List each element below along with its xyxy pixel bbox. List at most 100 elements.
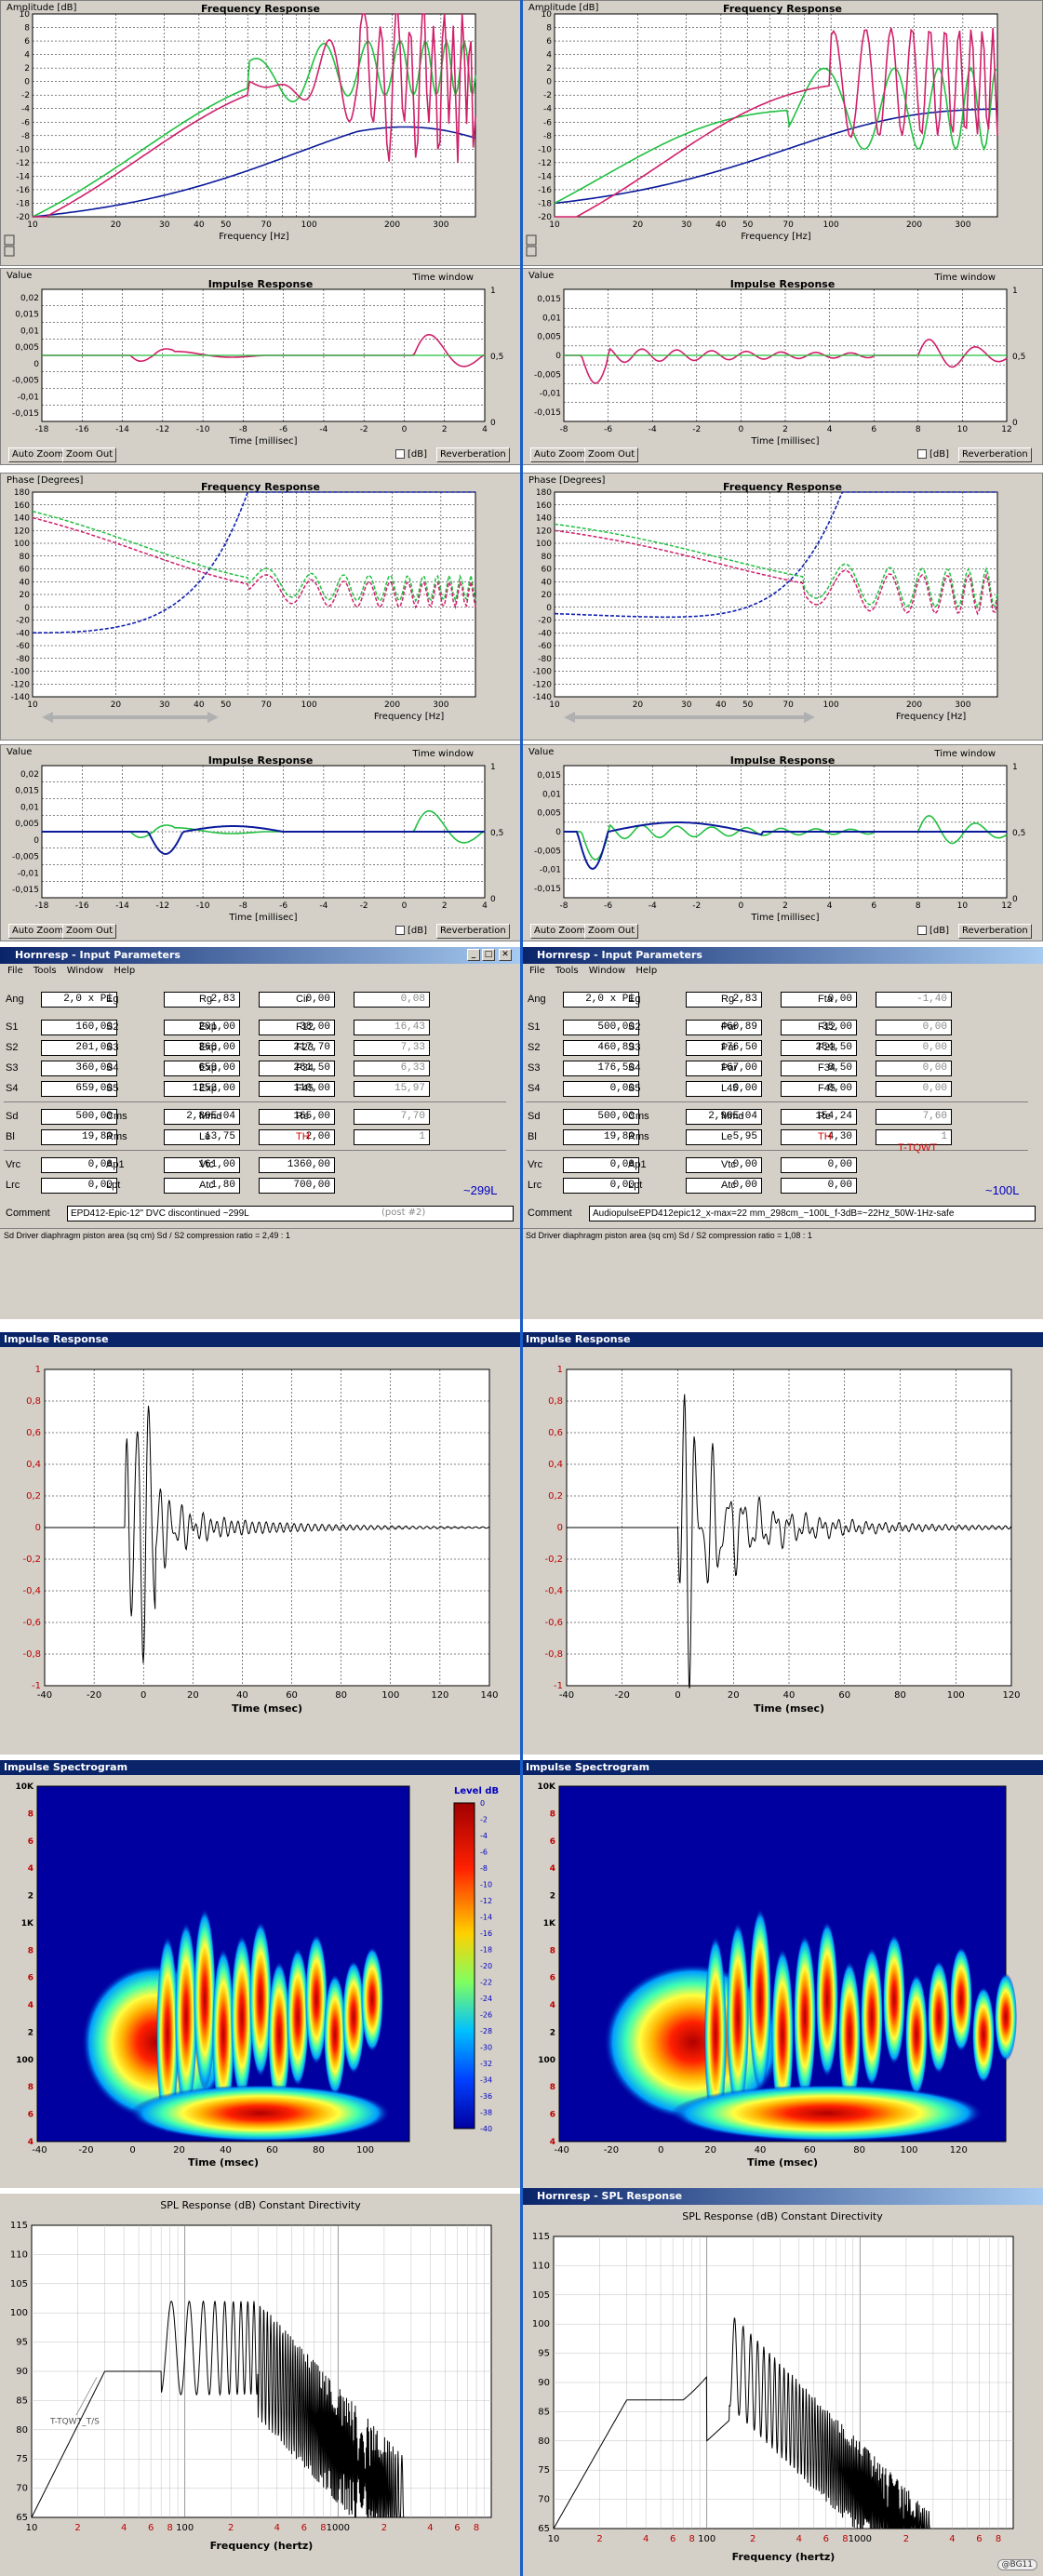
param-value-rg[interactable]: 0,00	[259, 992, 335, 1008]
param-value-atc[interactable]: 0,00	[781, 1178, 857, 1194]
scroll-down-button[interactable]	[4, 246, 15, 257]
param-value-rms[interactable]: 5,95	[686, 1129, 762, 1145]
param-value-mmd[interactable]: 154,24	[781, 1109, 857, 1125]
param-value-f12[interactable]: 16,43	[354, 1020, 430, 1035]
param-value-s4[interactable]: 659,00	[41, 1081, 117, 1097]
param-value-rms[interactable]: 13,75	[164, 1129, 240, 1145]
param-value-ap1[interactable]: 161,00	[164, 1157, 240, 1173]
param-value-re[interactable]: 7,70	[354, 1109, 430, 1125]
menu-tools[interactable]: Tools	[555, 966, 579, 976]
param-value-s1[interactable]: 160,00	[41, 1020, 117, 1035]
close-button[interactable]: ✕	[499, 949, 512, 961]
param-value-le[interactable]: 2,00	[259, 1129, 335, 1145]
param-value-f12[interactable]: 0,00	[876, 1020, 952, 1035]
maximize-button[interactable]: □	[482, 949, 495, 961]
param-value-rg[interactable]: 0,00	[781, 992, 857, 1008]
param-value-lpt[interactable]: 1,80	[164, 1178, 240, 1194]
param-value-ang[interactable]: 2,0 x Pi	[41, 992, 117, 1008]
checkbox-box[interactable]	[917, 926, 927, 935]
param-value-cir[interactable]: 0,08	[354, 992, 430, 1008]
param-value-vrc[interactable]: 0,00	[41, 1157, 117, 1173]
scroll-up-button[interactable]	[4, 234, 15, 246]
auto-zoom-button[interactable]: Auto Zoom	[8, 924, 68, 939]
comment-field[interactable]: EPD412-Epic-12" DVC discontinued ~299L	[67, 1206, 514, 1221]
param-value-f34[interactable]: 6,33	[354, 1061, 430, 1076]
scroll-up-button[interactable]	[526, 234, 537, 246]
param-value-exp[interactable]: 110,00	[259, 1081, 335, 1097]
db-checkbox[interactable]: [dB]	[917, 926, 949, 936]
menu-file[interactable]: File	[7, 966, 23, 976]
param-value-vtc[interactable]: 1360,00	[259, 1157, 335, 1173]
checkbox-box[interactable]	[917, 449, 927, 459]
param-value-exp[interactable]: 38,00	[259, 1020, 335, 1035]
param-value-exp[interactable]: 261,50	[259, 1061, 335, 1076]
zoom-out-button[interactable]: Zoom Out	[62, 924, 117, 939]
db-checkbox[interactable]: [dB]	[395, 449, 427, 460]
menu-tools[interactable]: Tools	[33, 966, 57, 976]
param-value-lrc[interactable]: 0,00	[563, 1178, 639, 1194]
param-value-f23[interactable]: 0,00	[876, 1040, 952, 1056]
zoom-out-button[interactable]: Zoom Out	[584, 447, 639, 462]
menu-help[interactable]: Help	[635, 966, 658, 976]
param-value-exp[interactable]: 217,70	[259, 1040, 335, 1056]
param-value-vrc[interactable]: 0,00	[563, 1157, 639, 1173]
param-value-mmd[interactable]: 165,00	[259, 1109, 335, 1125]
menu-help[interactable]: Help	[114, 966, 136, 976]
auto-zoom-button[interactable]: Auto Zoom	[530, 447, 590, 462]
comment-field[interactable]: AudiopulseEPD412epic12_x-max=22 mm_298cm…	[589, 1206, 1036, 1221]
param-value-lrc[interactable]: 0,00	[41, 1178, 117, 1194]
param-value-th[interactable]: 1	[876, 1129, 952, 1145]
param-value-le[interactable]: 4,30	[781, 1129, 857, 1145]
param-value-f45[interactable]: 0,00	[876, 1081, 952, 1097]
param-value-s4[interactable]: 659,00	[164, 1061, 240, 1076]
param-value-s3[interactable]: 176,50	[686, 1040, 762, 1056]
param-value-s5[interactable]: 1252,00	[164, 1081, 240, 1097]
param-value-f23[interactable]: 7,33	[354, 1040, 430, 1056]
param-value-th[interactable]: 1	[354, 1129, 430, 1145]
param-value-par[interactable]: 8,50	[781, 1061, 857, 1076]
auto-zoom-button[interactable]: Auto Zoom	[8, 447, 68, 462]
param-value-s2[interactable]: 201,00	[41, 1040, 117, 1056]
param-value-bl[interactable]: 19,80	[563, 1129, 639, 1145]
param-value-sd[interactable]: 500,00	[563, 1109, 639, 1125]
param-value-ang[interactable]: 2,0 x Pi	[563, 992, 639, 1008]
param-value-s2[interactable]: 460,89	[686, 1020, 762, 1035]
scroll-down-button[interactable]	[526, 246, 537, 257]
param-value-lpt[interactable]: 0,00	[686, 1178, 762, 1194]
minimize-button[interactable]: _	[467, 949, 480, 961]
checkbox-box[interactable]	[395, 449, 405, 459]
db-checkbox[interactable]: [dB]	[917, 449, 949, 460]
reverberation-button[interactable]: Reverberation	[958, 924, 1032, 939]
auto-zoom-button[interactable]: Auto Zoom	[530, 924, 590, 939]
param-value-s2[interactable]: 460,89	[563, 1040, 639, 1056]
param-value-s3[interactable]: 360,00	[41, 1061, 117, 1076]
param-value-eg[interactable]: 2,83	[686, 992, 762, 1008]
param-value-s3[interactable]: 176,50	[563, 1061, 639, 1076]
param-value-vtc[interactable]: 0,00	[781, 1157, 857, 1173]
param-value-f34[interactable]: 0,00	[876, 1061, 952, 1076]
param-value-par[interactable]: 35,00	[781, 1020, 857, 1035]
param-value-f45[interactable]: 15,97	[354, 1081, 430, 1097]
param-value-atc[interactable]: 700,00	[259, 1178, 335, 1194]
param-value-s4[interactable]: 167,00	[686, 1061, 762, 1076]
menu-window[interactable]: Window	[588, 966, 626, 976]
param-value-s3[interactable]: 360,00	[164, 1040, 240, 1056]
param-value-sd[interactable]: 500,00	[41, 1109, 117, 1125]
param-value-fta[interactable]: -1,40	[876, 992, 952, 1008]
reverberation-button[interactable]: Reverberation	[436, 447, 510, 462]
param-value-eg[interactable]: 2,83	[164, 992, 240, 1008]
param-value-bl[interactable]: 19,80	[41, 1129, 117, 1145]
param-value-s2[interactable]: 201,00	[164, 1020, 240, 1035]
zoom-out-button[interactable]: Zoom Out	[62, 447, 117, 462]
reverberation-button[interactable]: Reverberation	[436, 924, 510, 939]
param-value-re[interactable]: 7,60	[876, 1109, 952, 1125]
param-value-l45[interactable]: 0,00	[781, 1081, 857, 1097]
param-value-s1[interactable]: 500,00	[563, 1020, 639, 1035]
checkbox-box[interactable]	[395, 926, 405, 935]
param-value-s4[interactable]: 0,00	[563, 1081, 639, 1097]
db-checkbox[interactable]: [dB]	[395, 926, 427, 936]
zoom-out-button[interactable]: Zoom Out	[584, 924, 639, 939]
param-value-s5[interactable]: 0,00	[686, 1081, 762, 1097]
param-value-ap1[interactable]: 0,00	[686, 1157, 762, 1173]
menu-window[interactable]: Window	[66, 966, 104, 976]
